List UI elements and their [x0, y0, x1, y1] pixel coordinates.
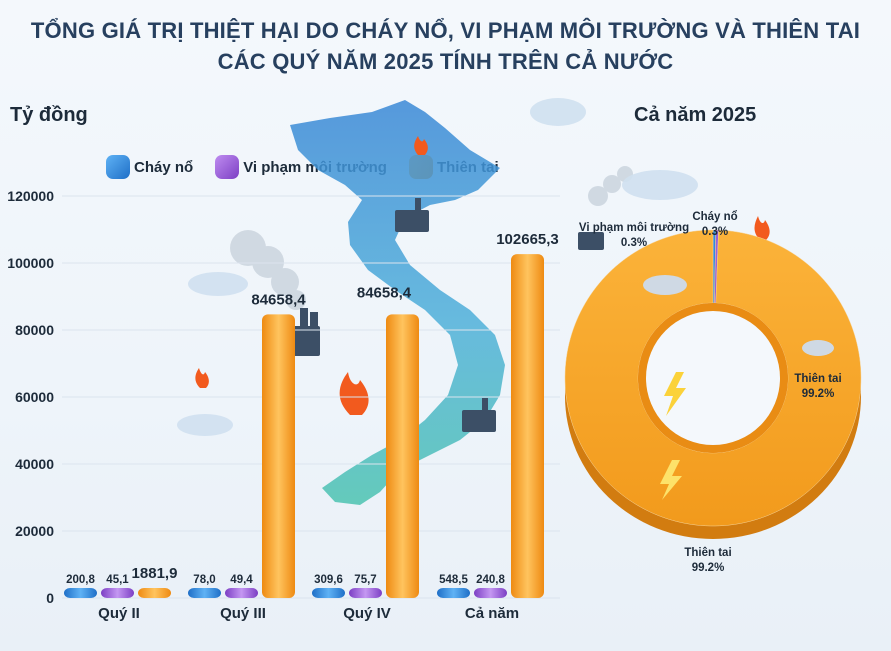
cloud-icon — [643, 275, 687, 295]
legend-swatch-chay-no — [106, 155, 130, 179]
legend-swatch-vi-pham — [215, 155, 240, 179]
bar-thien-tai — [386, 314, 419, 598]
chart-title-line-2: CÁC QUÝ NĂM 2025 TÍNH TRÊN CẢ NƯỚC — [217, 49, 674, 74]
bar-chay-no — [312, 588, 345, 598]
data-label: 75,7 — [354, 574, 376, 586]
fire-icon — [195, 136, 770, 415]
x-tick-label: Quý III — [220, 605, 266, 622]
x-tick-label: Cả năm — [465, 605, 519, 622]
data-label: 309,6 — [314, 574, 343, 586]
slice-label-thien-tai-name: Thiên tai — [794, 373, 841, 385]
legend-label-chay-no: Cháy nổ — [134, 158, 194, 176]
bar-chay-no — [188, 588, 221, 598]
bar-thien-tai — [511, 254, 544, 599]
smoke-illustration — [230, 166, 633, 310]
y-tick-label: 20000 — [15, 523, 54, 539]
slice-label-chay-no-pct: 0.3% — [702, 226, 728, 238]
pie-caption-name: Thiên tai — [684, 547, 731, 559]
slice-label-chay-no-name: Cháy nổ — [692, 211, 737, 223]
pie-title: Cả năm 2025 — [634, 104, 757, 126]
legend-item-chay-no: Cháy nổ — [106, 155, 193, 179]
bar-vi-pham — [349, 588, 382, 598]
x-tick-label: Quý II — [98, 605, 140, 622]
data-label: 548,5 — [439, 574, 468, 586]
bar-thien-tai — [138, 588, 171, 598]
data-label: 84658,4 — [357, 284, 412, 301]
cloud-illustration — [177, 98, 698, 436]
slice-label-vi-pham-pct: 0.3% — [621, 237, 647, 249]
slice-label-vi-pham-name: Vi phạm môi trường — [579, 222, 689, 234]
bar-chay-no — [437, 588, 470, 598]
pie-caption-pct: 99.2% — [692, 562, 725, 574]
data-label: 200,8 — [66, 574, 95, 586]
bar-thien-tai — [262, 314, 295, 598]
slice-label-thien-tai-pct: 99.2% — [802, 388, 835, 400]
chart-title-line-1: TỔNG GIÁ TRỊ THIỆT HẠI DO CHÁY NỔ, VI PH… — [30, 18, 861, 43]
y-tick-label: 100000 — [7, 255, 54, 271]
data-label: 45,1 — [106, 574, 129, 586]
y-axis-label: Tỷ đồng — [10, 104, 88, 126]
y-tick-label: 40000 — [15, 456, 54, 472]
y-tick-label: 80000 — [15, 322, 54, 338]
x-tick-label: Quý IV — [343, 605, 391, 622]
lightning-icon — [664, 372, 686, 416]
y-tick-label: 0 — [46, 590, 54, 606]
data-label: 49,4 — [230, 574, 253, 586]
cloud-icon — [802, 340, 834, 356]
y-tick-label: 60000 — [15, 389, 54, 405]
data-label: 78,0 — [193, 574, 215, 586]
data-label: 1881,9 — [132, 565, 178, 582]
donut-hole-inner — [646, 311, 780, 445]
data-label: 102665,3 — [496, 231, 559, 248]
vietnam-map-illustration — [290, 100, 505, 505]
bar-vi-pham — [225, 588, 258, 598]
bar-vi-pham — [101, 588, 134, 598]
y-tick-label: 120000 — [7, 188, 54, 204]
bar-chay-no — [64, 588, 97, 598]
data-label: 240,8 — [476, 574, 505, 586]
bar-vi-pham — [474, 588, 507, 598]
lightning-icon — [660, 460, 682, 500]
data-label: 84658,4 — [251, 291, 306, 308]
